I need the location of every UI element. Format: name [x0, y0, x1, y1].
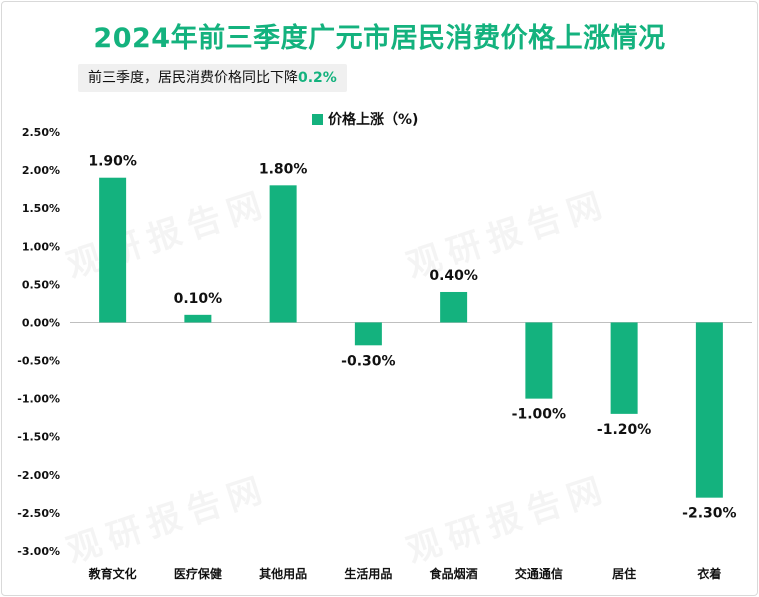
data-label: 1.80% [259, 161, 308, 177]
x-tick-label: 生活用品 [344, 566, 392, 581]
y-tick-label: -0.50% [17, 355, 60, 368]
y-tick-label: 2.50% [22, 126, 60, 139]
data-label: -1.20% [597, 422, 651, 438]
subtitle-highlight: 0.2% [298, 70, 337, 86]
chart-title: 2024年前三季度广元市居民消费价格上涨情况 [93, 23, 666, 54]
bar [525, 322, 553, 399]
y-tick-label: -2.50% [17, 507, 60, 520]
bar [440, 291, 468, 323]
y-tick-label: -3.00% [17, 545, 60, 558]
x-tick-label: 教育文化 [88, 566, 137, 581]
x-tick-label: 交通通信 [515, 566, 563, 581]
legend-label: 价格上涨（%) [328, 111, 418, 128]
x-tick-label: 衣着 [697, 566, 721, 581]
data-label: 0.10% [174, 291, 223, 307]
bar [269, 185, 297, 323]
bar [184, 314, 212, 323]
subtitle-text: 前三季度，居民消费价格同比下降 [88, 70, 298, 86]
bar [695, 322, 723, 498]
data-label: 1.90% [88, 154, 137, 170]
y-tick-label: -1.50% [17, 431, 60, 444]
y-tick-label: 1.50% [22, 202, 60, 215]
data-label: 0.40% [429, 268, 478, 284]
y-tick-label: -1.00% [17, 393, 60, 406]
data-label: -1.00% [512, 407, 566, 423]
x-tick-label: 医疗保健 [174, 566, 223, 581]
y-tick-label: 2.00% [22, 164, 60, 177]
subtitle-box: 前三季度，居民消费价格同比下降0.2% [78, 64, 347, 92]
x-tick-label: 居住 [612, 566, 636, 581]
y-tick-label: 0.00% [22, 316, 60, 329]
bar [99, 177, 127, 323]
legend-swatch [312, 114, 323, 125]
x-tick-label: 食品烟酒 [429, 566, 478, 581]
data-label: -2.30% [682, 506, 736, 522]
bar [610, 322, 638, 414]
y-tick-label: 1.00% [22, 240, 60, 253]
data-label: -0.30% [341, 353, 395, 369]
y-tick-label: 0.50% [22, 278, 60, 291]
x-tick-label: 其他用品 [259, 566, 307, 581]
y-tick-label: -2.00% [17, 469, 60, 482]
bar [354, 322, 382, 346]
